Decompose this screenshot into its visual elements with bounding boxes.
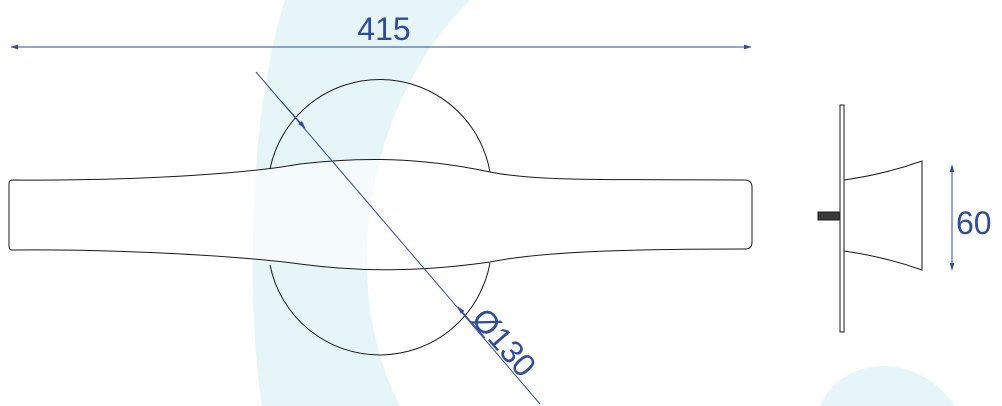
rose-outline (269, 79, 491, 356)
lever-handle-outline (8, 158, 753, 271)
spindle-screw (817, 211, 841, 221)
diameter-arrow-top (279, 99, 306, 129)
handle-side-profile (843, 160, 923, 271)
dimension-label-length: 415 (357, 11, 410, 47)
diameter-arrow-bottom (457, 306, 486, 339)
dimension-projection: 60 (949, 164, 992, 271)
side-view (817, 104, 923, 333)
dimension-length: 415 (10, 11, 752, 50)
dimension-label-projection: 60 (956, 205, 992, 241)
watermark-circle (820, 366, 955, 406)
rose-plate-side (839, 104, 845, 333)
dimension-label-diameter: Ø130 (465, 301, 544, 384)
